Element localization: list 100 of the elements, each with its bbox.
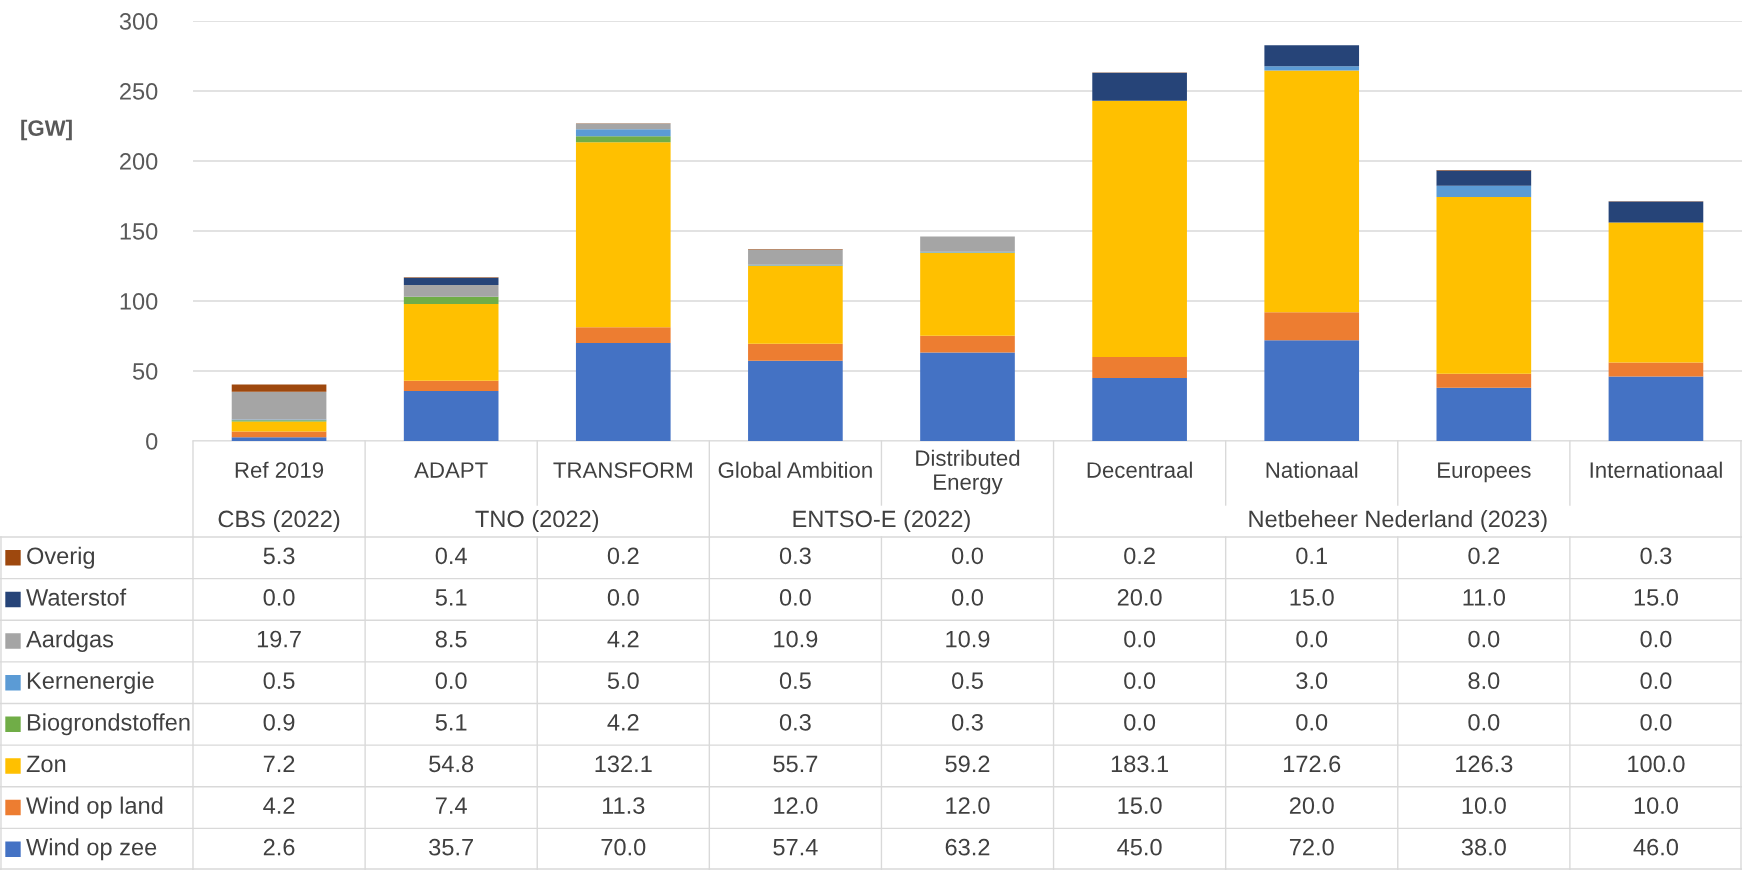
data-label: 12.0 (774, 797, 818, 814)
data-label: 3.0 (1296, 672, 1328, 690)
bar (920, 236, 1015, 252)
bar (1092, 357, 1187, 378)
data-label: 10.0 (1462, 797, 1506, 814)
data-label: 0.0 (1296, 630, 1328, 648)
x-tick-label: Distributed Energy (916, 449, 1020, 495)
bar (575, 136, 671, 143)
bar (1608, 222, 1704, 363)
bar (1092, 378, 1187, 441)
bar (403, 380, 499, 392)
data-label: 183.1 (1111, 755, 1168, 773)
data-label: 7.2 (263, 755, 295, 773)
data-label: 54.8 (429, 755, 474, 773)
data-label: 0.0 (1124, 713, 1156, 731)
data-label: 0.1 (1296, 547, 1327, 565)
data-label: 11.0 (1463, 589, 1506, 606)
bar (920, 335, 1015, 353)
bar (1608, 376, 1704, 441)
x-tick-label: ADAPT (414, 462, 488, 478)
data-label: 59.2 (945, 755, 990, 773)
data-label: 35.7 (429, 838, 473, 856)
data-label: 11.3 (602, 797, 645, 814)
bar (920, 352, 1015, 441)
data-label: 0.2 (1468, 547, 1500, 565)
data-label: 0.0 (1640, 713, 1672, 731)
y-tick-label: 200 (120, 153, 158, 170)
bar (403, 277, 499, 285)
bar (575, 343, 671, 441)
data-label: 0.9 (263, 713, 295, 731)
data-label: 10.9 (774, 630, 818, 648)
data-label: 5.1 (435, 589, 467, 606)
text: Netbeheer Nederland (2023) (1249, 509, 1547, 532)
text: ENTSO-E (2022) (793, 509, 970, 532)
data-label: 0.0 (435, 672, 467, 690)
data-label: 0.0 (1640, 672, 1672, 690)
bar (1436, 185, 1532, 197)
bar (1608, 362, 1704, 377)
data-label: 100.0 (1628, 755, 1685, 773)
data-label: 0.0 (1468, 630, 1500, 648)
data-label: 5.3 (263, 547, 295, 565)
text: CBS (2022) (218, 509, 340, 532)
bar (575, 123, 671, 130)
bar (403, 284, 499, 297)
x-tick-label: TRANSFORM (553, 462, 692, 478)
bar (1264, 66, 1360, 71)
data-label: 0.0 (779, 589, 811, 606)
data-label: 0.3 (1640, 547, 1672, 565)
y-tick-label: 0 (146, 433, 158, 450)
data-label: 0.5 (263, 672, 295, 690)
data-label: 0.0 (1640, 630, 1672, 648)
bar (403, 296, 499, 304)
bar (1608, 201, 1704, 223)
legend-label: Wind op land (26, 796, 163, 819)
data-label: 72.0 (1289, 838, 1334, 856)
legend-label: Zon (26, 755, 66, 773)
bar (231, 437, 327, 441)
bar (1264, 340, 1360, 441)
bar (748, 360, 843, 441)
bar (403, 391, 499, 441)
data-label: 0.3 (779, 547, 811, 565)
data-label: 20.0 (1117, 589, 1162, 606)
data-label: 5.0 (607, 672, 639, 690)
y-tick-label: 250 (120, 83, 158, 100)
bar (748, 343, 843, 361)
data-label: 0.5 (952, 672, 983, 690)
data-label: 19.7 (257, 630, 301, 648)
data-label: 38.0 (1461, 838, 1506, 856)
bar (1092, 100, 1187, 357)
data-label: 5.1 (435, 714, 467, 731)
data-label: 0.0 (263, 589, 295, 606)
y-tick-label: 300 (119, 13, 158, 30)
x-tick-label: Global Ambition (718, 461, 872, 478)
legend-label: Kernenergie (27, 671, 154, 694)
bar (748, 249, 843, 265)
bar (1264, 45, 1360, 67)
x-tick-label: Europees (1438, 462, 1531, 483)
bar (1436, 387, 1532, 441)
data-label: 15.0 (1634, 589, 1678, 606)
data-label: 45.0 (1117, 838, 1162, 856)
bar (920, 252, 1015, 336)
data-label: 57.4 (773, 839, 818, 856)
y-tick-label: 50 (132, 363, 158, 380)
data-label: 0.3 (779, 713, 811, 731)
bar (1264, 312, 1360, 341)
bar (403, 303, 499, 381)
bar (231, 431, 327, 438)
data-label: 8.0 (1468, 672, 1500, 690)
data-label: 12.0 (946, 797, 990, 814)
data-label: 0.5 (779, 672, 811, 690)
data-label: 7.4 (435, 797, 467, 814)
data-label: 10.9 (946, 630, 990, 648)
y-tick-label: 150 (120, 223, 158, 240)
data-label: 2.6 (263, 838, 295, 856)
data-label: 4.2 (607, 713, 639, 731)
y-axis-title: [GW] (21, 119, 72, 141)
data-label: 15.0 (1118, 797, 1162, 814)
text: TNO (2022) (475, 509, 599, 532)
y-tick-label: 100 (120, 293, 158, 310)
data-label: 0.4 (435, 547, 467, 565)
